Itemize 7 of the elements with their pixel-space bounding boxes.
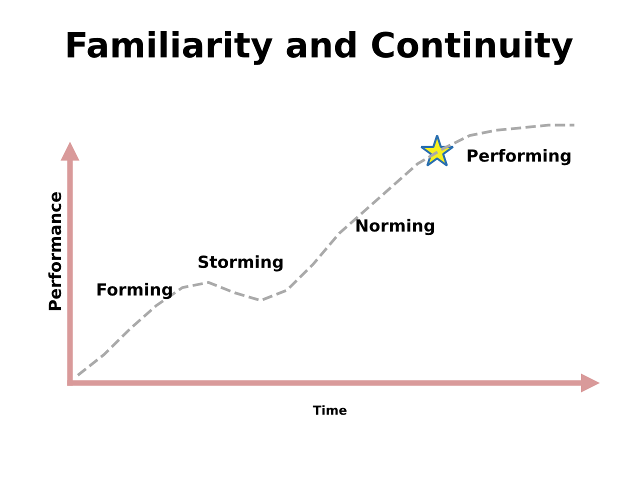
- annotation: Forming: [98, 282, 172, 300]
- chart-title: Familiarity and Continuity: [68, 30, 573, 65]
- annotation: Performing: [468, 148, 570, 166]
- y-axis-title: Performance: [48, 192, 62, 310]
- annotation: Storming: [198, 255, 283, 272]
- x-axis-title: Time: [312, 405, 347, 415]
- annotation: Norming: [356, 218, 434, 236]
